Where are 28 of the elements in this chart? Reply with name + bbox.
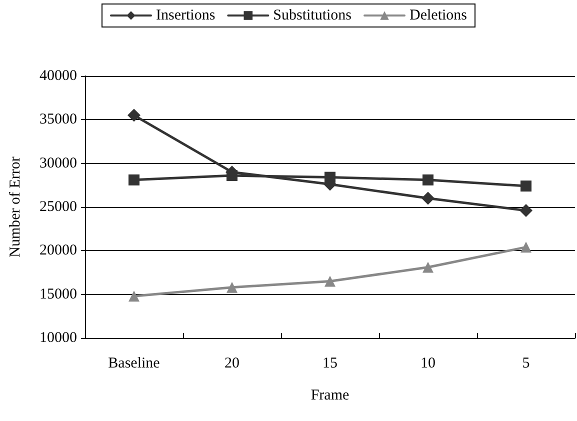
point [324,276,336,287]
legend-label: Deletions [410,8,468,24]
x-tick-label: 10 [420,356,436,372]
point [520,180,532,192]
point [422,192,434,205]
y-tick-label: 35000 [40,112,77,128]
point [422,262,434,273]
x-tick-label: 15 [322,356,338,372]
y-tick-label: 30000 [40,155,77,172]
point [128,108,140,122]
x-axis-title: Frame [310,388,350,404]
y-tick-label: 40000 [40,68,77,84]
point [422,174,434,186]
y-tick-label: 25000 [40,199,77,215]
x-tick-label: 20 [224,356,240,372]
legend-label: Substitutions [273,8,352,24]
point [520,242,532,253]
y-axis-title: Number of Error [8,156,24,258]
x-tick-label: 5 [522,356,530,372]
point [226,282,238,293]
y-tick-label: 20000 [40,242,77,259]
point [128,174,140,186]
x-tick-label: Baseline [108,356,160,372]
y-tick-label: 15000 [40,286,77,302]
point [128,290,140,302]
y-tick-label: 10000 [40,330,77,346]
point [520,204,532,217]
legend-label: Insertions [156,8,216,24]
